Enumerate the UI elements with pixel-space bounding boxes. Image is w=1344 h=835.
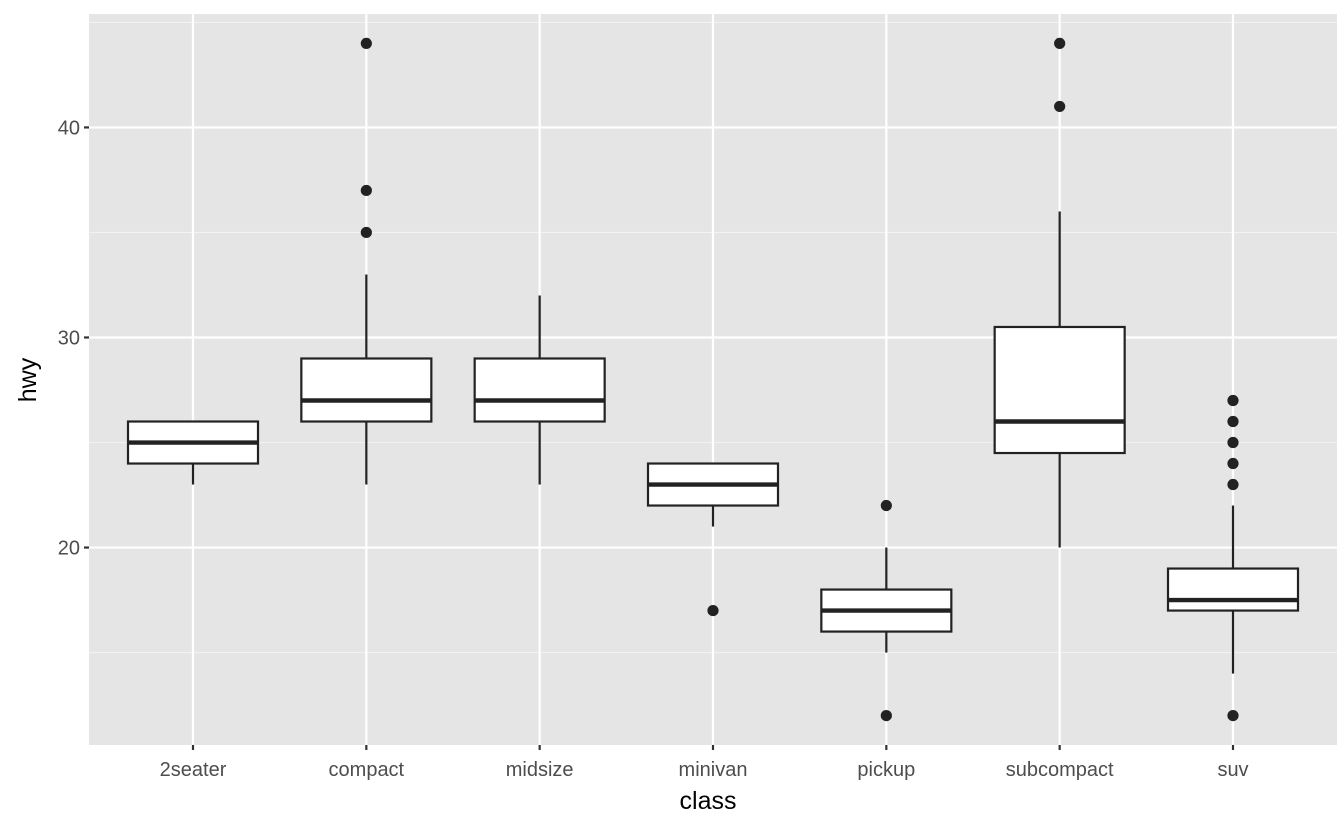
x-tick-label: midsize [506,759,574,781]
outlier-point [880,499,892,512]
box-iqr [300,357,433,423]
outlier-point [1227,415,1239,428]
x-tick-label: suv [1217,759,1248,781]
box-compact [300,37,433,485]
box-midsize [473,295,606,485]
x-tick-label: 2seater [160,759,227,781]
y-tick-label: 30 [58,327,80,349]
box-pickup [820,499,953,722]
outlier-point [1054,100,1066,113]
outlier-point [1227,709,1239,722]
y-tick-label: 20 [58,538,80,560]
y-axis-title: hwy [14,357,42,402]
outlier-point [1227,436,1239,449]
box-iqr [1166,567,1300,612]
outlier-point [1054,37,1066,50]
x-tick-label: minivan [679,759,748,781]
outlier-point [1227,457,1239,470]
box-iqr [993,325,1126,455]
box-suv [1166,394,1300,722]
outlier-point [360,184,372,197]
outlier-point [360,226,372,239]
box-iqr [473,357,606,423]
outlier-point [707,604,719,617]
box-subcompact [993,37,1126,548]
x-axis: 2seater compact midsize minivan pickup subcom… [160,745,1249,781]
outlier-point [880,709,892,722]
x-tick-label: subcompact [1006,759,1114,781]
y-tick-label: 40 [58,117,80,139]
x-tick-label: compact [329,759,405,781]
box-series [126,37,1300,722]
box-2seater [126,420,260,485]
y-axis: 20 30 40 [58,117,89,560]
x-tick-label: pickup [857,759,915,781]
outlier-point [360,37,372,50]
outlier-point [1227,478,1239,491]
x-axis-title: class [680,787,737,815]
outlier-point [1227,394,1239,407]
box-minivan [646,462,780,617]
